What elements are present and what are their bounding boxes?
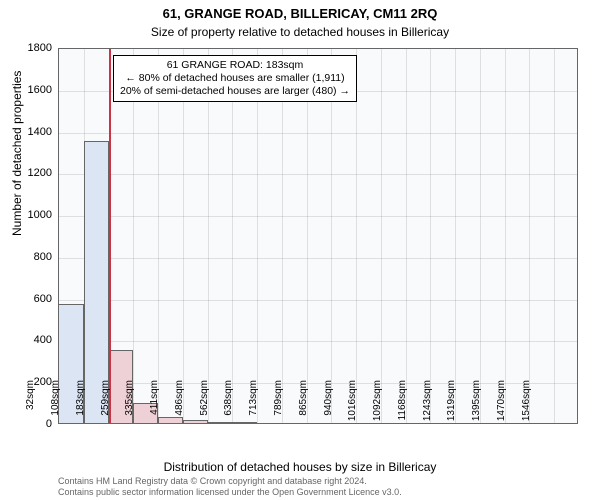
x-tick-label: 1470sqm — [496, 380, 507, 430]
marker-line — [109, 49, 111, 423]
gridline-v — [133, 49, 134, 423]
gridline-v — [554, 49, 555, 423]
plot-area: 61 GRANGE ROAD: 183sqm← 80% of detached … — [58, 48, 578, 424]
x-tick-label: 865sqm — [298, 380, 309, 430]
gridline-v — [455, 49, 456, 423]
gridline-h — [59, 133, 577, 134]
x-tick-label: 1395sqm — [471, 380, 482, 430]
x-tick-label: 411sqm — [149, 380, 160, 430]
footer-line2: Contains public sector information licen… — [58, 487, 402, 498]
y-tick-label: 400 — [12, 334, 52, 346]
gridline-v — [183, 49, 184, 423]
x-tick-label: 638sqm — [223, 380, 234, 430]
x-tick-label: 108sqm — [50, 380, 61, 430]
gridline-v — [480, 49, 481, 423]
x-tick-label: 1168sqm — [397, 380, 408, 430]
x-tick-label: 1092sqm — [372, 380, 383, 430]
x-tick-label: 486sqm — [174, 380, 185, 430]
gridline-h — [59, 300, 577, 301]
y-tick-label: 1600 — [12, 84, 52, 96]
gridline-v — [257, 49, 258, 423]
x-tick-label: 940sqm — [323, 380, 334, 430]
footer-line1: Contains HM Land Registry data © Crown c… — [58, 476, 402, 487]
x-tick-label: 1546sqm — [521, 380, 532, 430]
gridline-h — [59, 174, 577, 175]
gridline-v — [505, 49, 506, 423]
chart-container: 61 GRANGE ROAD: 183sqm← 80% of detached … — [58, 48, 578, 424]
page-subtitle: Size of property relative to detached ho… — [0, 21, 600, 39]
gridline-v — [307, 49, 308, 423]
page-title: 61, GRANGE ROAD, BILLERICAY, CM11 2RQ — [0, 0, 600, 21]
x-tick-label: 713sqm — [248, 380, 259, 430]
x-tick-label: 562sqm — [199, 380, 210, 430]
x-tick-label: 789sqm — [273, 380, 284, 430]
gridline-v — [529, 49, 530, 423]
gridline-v — [406, 49, 407, 423]
x-tick-label: 1243sqm — [422, 380, 433, 430]
gridline-h — [59, 258, 577, 259]
annotation-line: 20% of semi-detached houses are larger (… — [120, 85, 350, 98]
gridline-v — [356, 49, 357, 423]
y-tick-label: 1400 — [12, 126, 52, 138]
gridline-v — [331, 49, 332, 423]
x-axis-label: Distribution of detached houses by size … — [0, 460, 600, 474]
gridline-v — [430, 49, 431, 423]
x-tick-label: 1016sqm — [347, 380, 358, 430]
y-tick-label: 1000 — [12, 209, 52, 221]
gridline-v — [208, 49, 209, 423]
gridline-v — [381, 49, 382, 423]
y-tick-label: 1200 — [12, 167, 52, 179]
y-tick-label: 600 — [12, 293, 52, 305]
x-tick-label: 259sqm — [100, 380, 111, 430]
x-tick-label: 1319sqm — [446, 380, 457, 430]
gridline-h — [59, 216, 577, 217]
gridline-v — [282, 49, 283, 423]
annotation-box: 61 GRANGE ROAD: 183sqm← 80% of detached … — [113, 55, 357, 102]
annotation-line: 61 GRANGE ROAD: 183sqm — [120, 59, 350, 72]
gridline-h — [59, 341, 577, 342]
x-tick-label: 32sqm — [25, 380, 36, 430]
y-tick-label: 1800 — [12, 42, 52, 54]
annotation-line: ← 80% of detached houses are smaller (1,… — [120, 72, 350, 85]
x-tick-label: 335sqm — [124, 380, 135, 430]
footer-attribution: Contains HM Land Registry data © Crown c… — [58, 476, 402, 498]
x-tick-label: 183sqm — [75, 380, 86, 430]
y-tick-label: 800 — [12, 251, 52, 263]
gridline-v — [232, 49, 233, 423]
gridline-v — [158, 49, 159, 423]
